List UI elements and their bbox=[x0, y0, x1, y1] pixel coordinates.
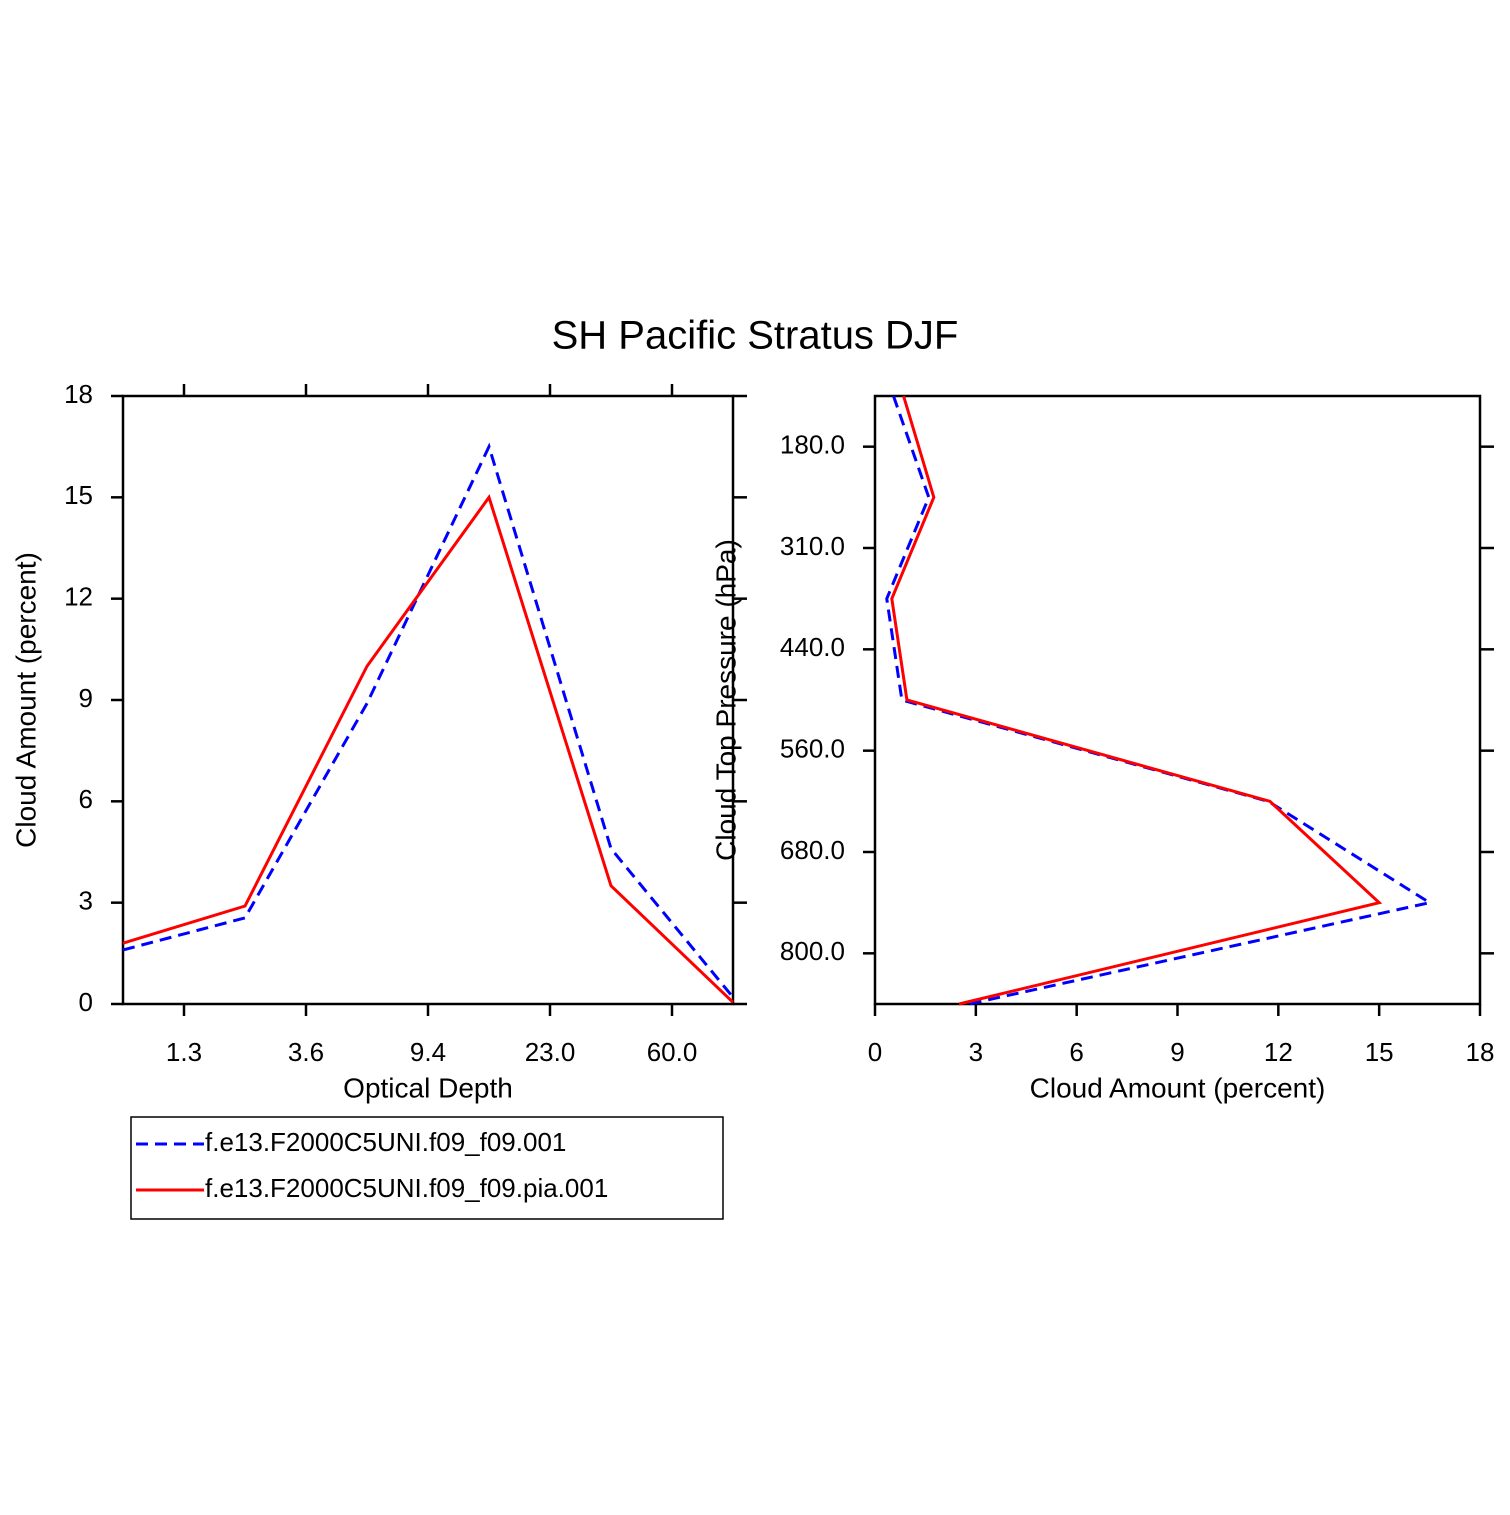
y-tick-label: 0 bbox=[79, 987, 93, 1017]
x-tick-label: 3.6 bbox=[288, 1037, 324, 1067]
series-line bbox=[122, 494, 735, 1004]
y-tick-label: 440.0 bbox=[780, 632, 845, 662]
y-tick-label: 180.0 bbox=[780, 430, 845, 460]
x-axis-label: Optical Depth bbox=[343, 1072, 513, 1103]
x-tick-label: 9 bbox=[1170, 1037, 1184, 1067]
chart-title: SH Pacific Stratus DJF bbox=[552, 314, 959, 358]
y-tick-label: 800.0 bbox=[780, 936, 845, 966]
y-axis-label: Cloud Amount (percent) bbox=[10, 552, 41, 848]
legend-label: f.e13.F2000C5UNI.f09_f09.pia.001 bbox=[205, 1173, 608, 1203]
x-tick-label: 23.0 bbox=[525, 1037, 576, 1067]
y-tick-label: 310.0 bbox=[780, 531, 845, 561]
legend-label: f.e13.F2000C5UNI.f09_f09.001 bbox=[205, 1127, 566, 1157]
x-tick-label: 60.0 bbox=[647, 1037, 698, 1067]
legend-box bbox=[130, 1116, 724, 1220]
x-tick-label: 6 bbox=[1069, 1037, 1083, 1067]
y-tick-label: 6 bbox=[79, 784, 93, 814]
x-tick-label: 12 bbox=[1264, 1037, 1293, 1067]
y-tick-label: 3 bbox=[79, 886, 93, 916]
series-line bbox=[122, 442, 735, 999]
x-tick-label: 0 bbox=[868, 1037, 882, 1067]
y-axis-label: Cloud Top Pressure (hPa) bbox=[710, 539, 741, 861]
y-tick-label: 680.0 bbox=[780, 835, 845, 865]
y-tick-label: 560.0 bbox=[780, 734, 845, 764]
x-tick-label: 1.3 bbox=[166, 1037, 202, 1067]
series-line bbox=[890, 395, 1383, 1006]
y-tick-label: 12 bbox=[64, 582, 93, 612]
x-tick-label: 18 bbox=[1466, 1037, 1495, 1067]
y-tick-label: 18 bbox=[64, 379, 93, 409]
y-tick-label: 15 bbox=[64, 480, 93, 510]
x-tick-label: 3 bbox=[969, 1037, 983, 1067]
x-axis-label: Cloud Amount (percent) bbox=[1030, 1072, 1326, 1103]
y-tick-label: 9 bbox=[79, 683, 93, 713]
x-tick-label: 9.4 bbox=[410, 1037, 446, 1067]
x-tick-label: 15 bbox=[1365, 1037, 1394, 1067]
